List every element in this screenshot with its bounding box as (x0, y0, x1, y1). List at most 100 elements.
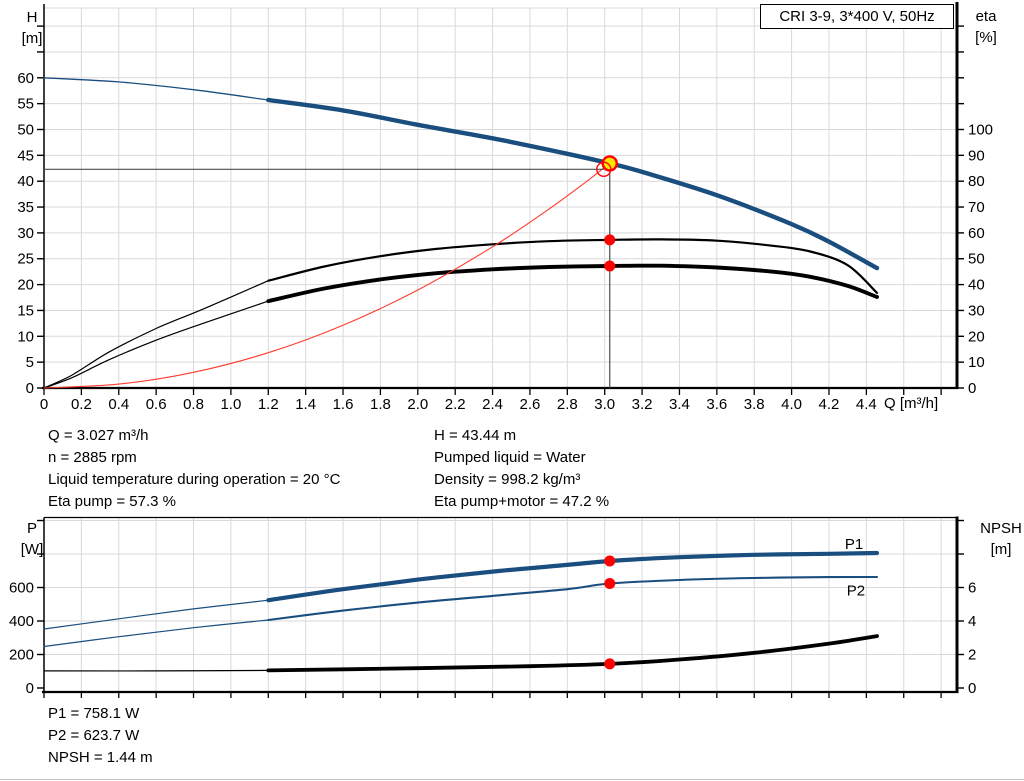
annotation-npsh: NPSH = 1.44 m (48, 749, 153, 766)
eta-axis-tick-label: 50 (968, 251, 985, 268)
h-axis-tick-label: 15 (17, 302, 34, 319)
q-axis-tick-label: 2.4 (482, 396, 503, 413)
annotation-p1: P1 = 758.1 W (48, 705, 140, 722)
annotation-eta-pump-motor: Eta pump+motor = 47.2 % (434, 493, 610, 510)
p1-thin-curve (43, 599, 269, 630)
annotation-liquid-temp: Liquid temperature during operation = 20… (48, 471, 341, 488)
p-axis-title: P [W] (12, 518, 52, 560)
q-axis-tick-label: 2.2 (445, 396, 466, 413)
q-axis-tick-label: 3.6 (706, 396, 727, 413)
q-axis-tick-label: 1.4 (295, 396, 316, 413)
qh-curve-thin-curve (43, 77, 269, 101)
annotation-pumped-liquid: Pumped liquid = Water (434, 449, 586, 466)
duty-point[interactable] (601, 155, 618, 172)
annotation-h: H = 43.44 m (434, 427, 517, 444)
annotation-eta-pump: Eta pump = 57.3 % (48, 493, 176, 510)
p1-operating-point (604, 555, 616, 567)
npsh-axis-tick-label: 0 (968, 680, 976, 697)
eta-axis-tick-label: 10 (968, 354, 985, 371)
npsh-axis-title-line1: NPSH (980, 520, 1022, 537)
duty-info-left: Q = 3.027 m³/h n = 2885 rpm Liquid tempe… (48, 425, 340, 513)
q-axis-tick-label: 1.8 (370, 396, 391, 413)
h-axis-tick-label: 45 (17, 147, 34, 164)
npsh-axis-tick-label: 4 (968, 613, 976, 630)
eta-axis-tick-label: 90 (968, 147, 985, 164)
npsh-axis-title-line2: [m] (990, 541, 1012, 558)
eta-axis-title: eta [%] (964, 6, 1008, 48)
eta-axis-tick-label: 0 (968, 380, 976, 397)
npsh-thin-curve (43, 669, 269, 672)
npsh-axis-tick-label: 2 (968, 647, 976, 664)
pump-model-title: CRI 3-9, 3*400 V, 50Hz (760, 4, 954, 29)
q-axis-tick-label: 0.6 (146, 396, 167, 413)
q-axis-tick-label: 0.8 (183, 396, 204, 413)
h-axis-tick-label: 5 (26, 354, 34, 371)
h-axis-tick-label: 0 (26, 380, 34, 397)
eta-axis-title-line1: eta (975, 8, 997, 25)
eta-pump-motor-thin-curve (43, 300, 269, 389)
system-curve-point (596, 161, 612, 177)
p2-series-label: P2 (847, 583, 865, 600)
annotation-density: Density = 998.2 kg/m³ (434, 471, 581, 488)
power-info: P1 = 758.1 W P2 = 623.7 W NPSH = 1.44 m (48, 703, 153, 769)
q-axis-title: Q [m³/h] (884, 395, 939, 412)
h-axis-tick-label: 60 (17, 70, 34, 87)
p1-curve (266, 550, 880, 603)
p2-thin-curve (43, 619, 269, 648)
eta-axis-title-line2: [%] (975, 29, 997, 46)
h-axis-title: H [m] (12, 7, 52, 49)
system-curve-curve (43, 162, 611, 389)
h-axis-title-line1: H (26, 9, 38, 26)
q-axis-tick-label: 0 (40, 396, 48, 413)
p-axis-tick-label: 200 (9, 647, 34, 664)
h-axis-tick-label: 35 (17, 199, 34, 216)
h-axis-tick-label: 50 (17, 121, 34, 138)
q-axis-tick-label: 4.2 (819, 396, 840, 413)
h-axis-title-line2: [m] (21, 30, 43, 47)
p1-series-label: P1 (845, 536, 863, 553)
q-axis-tick-label: 0.4 (108, 396, 129, 413)
q-axis-tick-label: 3.4 (669, 396, 690, 413)
annotation-n: n = 2885 rpm (48, 449, 137, 466)
q-axis-tick-label: 2.6 (520, 396, 541, 413)
q-axis-tick-label: 1.2 (258, 396, 279, 413)
q-axis-tick-label: 4.4 (856, 396, 877, 413)
npsh-operating-point (604, 658, 616, 670)
eta-axis-tick-label: 40 (968, 277, 985, 294)
q-axis-tick-label: 2.0 (407, 396, 428, 413)
npsh-axis-title: NPSH [m] (978, 518, 1024, 560)
p-axis-tick-label: 0 (26, 680, 34, 697)
p-axis-title-line2: [W] (20, 541, 44, 558)
q-axis-tick-label: 1.0 (220, 396, 241, 413)
eta-pump-operating-point (604, 234, 616, 246)
eta-axis-tick-label: 60 (968, 225, 985, 242)
h-axis-tick-label: 40 (17, 173, 34, 190)
h-axis-tick-label: 25 (17, 251, 34, 268)
npsh-axis-tick-label: 6 (968, 580, 976, 597)
eta-axis-tick-label: 100 (968, 121, 993, 138)
q-axis-tick-label: 3.0 (594, 396, 615, 413)
npsh-curve (266, 634, 879, 673)
p-axis-tick-label: 600 (9, 580, 34, 597)
q-axis-tick-label: 1.6 (333, 396, 354, 413)
h-axis-tick-label: 10 (17, 328, 34, 345)
p2-operating-point (604, 578, 616, 590)
eta-pump-motor-operating-point (604, 260, 616, 272)
q-axis-tick-label: 0.2 (71, 396, 92, 413)
p2-curve (267, 575, 879, 622)
eta-axis-tick-label: 20 (968, 328, 985, 345)
h-axis-tick-label: 20 (17, 277, 34, 294)
q-axis-tick-label: 2.8 (557, 396, 578, 413)
q-axis-tick-label: 4.0 (781, 396, 802, 413)
annotation-q: Q = 3.027 m³/h (48, 427, 149, 444)
qh-curve-curve (266, 97, 880, 271)
p-axis-title-line1: P (26, 520, 37, 537)
h-axis-tick-label: 30 (17, 225, 34, 242)
eta-pump-motor-curve (266, 263, 879, 304)
eta-axis-tick-label: 80 (968, 173, 985, 190)
eta-pump-thin-curve (43, 280, 269, 389)
eta-axis-tick-label: 70 (968, 199, 985, 216)
q-axis-tick-label: 3.8 (744, 396, 765, 413)
